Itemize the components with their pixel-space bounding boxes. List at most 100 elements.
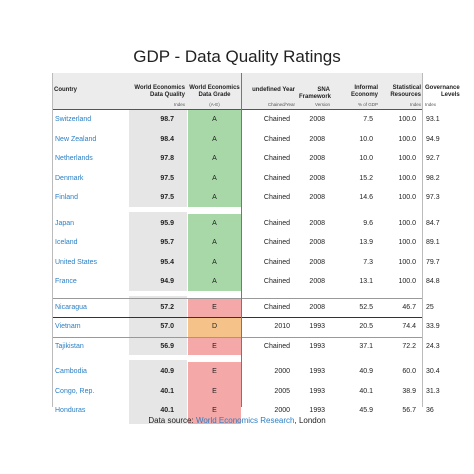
header-divider	[52, 109, 423, 110]
grade-cell-A	[188, 252, 241, 272]
column-subheader-sna: Version	[314, 102, 330, 107]
table-cell-country[interactable]: New Zealand	[55, 135, 97, 143]
table-cell-informal: 45.9	[359, 407, 373, 414]
source-link[interactable]: World Economics Research	[195, 416, 295, 425]
table-cell-quality: 40.1	[160, 387, 174, 395]
table-cell-country[interactable]: Vietnam	[55, 323, 81, 330]
column-header-year: undefined Year	[252, 87, 295, 93]
table-cell-informal: 15.2	[359, 174, 373, 182]
column-header-quality: World Economics Data Quality	[134, 85, 185, 98]
column-subheader-gov: Index	[425, 102, 437, 107]
table-cell-gov: 30.4	[426, 368, 440, 375]
table-cell-gov: 98.2	[426, 174, 440, 182]
grade-cell-A	[188, 110, 241, 130]
table-cell-year: Chained	[263, 342, 290, 350]
source-prefix: Data source:	[148, 416, 196, 425]
table-cell-quality: 95.4	[160, 258, 174, 266]
table-cell-stat: 100.0	[398, 116, 416, 123]
table-cell-quality: 57.2	[160, 303, 174, 311]
column-header-country: Country	[54, 87, 77, 93]
grade-cell-A	[188, 129, 241, 149]
table-cell-gov: 24.3	[426, 342, 440, 350]
column-divider	[422, 73, 423, 407]
table-cell-country[interactable]: Iceland	[55, 239, 78, 246]
table-cell-informal: 13.1	[359, 278, 373, 285]
table-cell-year: 2005	[274, 387, 290, 395]
table-cell-grade: E	[212, 303, 217, 311]
table-cell-quality: 57.0	[160, 323, 174, 330]
table-cell-country[interactable]: Japan	[55, 219, 75, 227]
group-gap	[52, 290, 423, 296]
table-cell-sna: 1993	[309, 323, 325, 330]
table-cell-stat: 100.0	[398, 135, 416, 143]
table-cell-country[interactable]: France	[55, 278, 77, 285]
table-cell-country[interactable]: Cambodia	[55, 368, 87, 375]
table-cell-gov: 89.1	[426, 239, 440, 246]
table-cell-gov: 93.1	[426, 116, 440, 123]
table-cell-grade: E	[212, 387, 217, 395]
column-header-informal: Informal Economy	[350, 85, 378, 98]
grade-cell-E	[188, 297, 241, 317]
table-cell-year: Chained	[263, 135, 290, 143]
table-cell-informal: 10.0	[359, 135, 373, 143]
table-cell-stat: 100.0	[398, 194, 416, 201]
table-cell-quality: 97.8	[160, 155, 174, 162]
table-cell-sna: 2008	[309, 155, 325, 162]
chart-title: GDP - Data Quality Ratings	[133, 47, 341, 66]
table-cell-quality: 95.9	[160, 219, 174, 227]
grade-cell-A	[188, 213, 241, 233]
column-divider	[52, 73, 53, 407]
row-separator	[52, 297, 423, 299]
table-cell-country[interactable]: United States	[55, 258, 98, 266]
table-cell-informal: 37.1	[359, 342, 373, 350]
grade-cell-A	[188, 272, 241, 295]
table-cell-quality: 97.5	[160, 174, 174, 182]
table-cell-informal: 20.5	[359, 323, 373, 330]
table-cell-year: Chained	[263, 155, 290, 162]
table-cell-informal: 7.3	[363, 258, 373, 266]
table-cell-informal: 9.6	[363, 219, 373, 227]
table-cell-sna: 2008	[309, 303, 325, 311]
table-cell-country[interactable]: Denmark	[55, 174, 84, 182]
table-cell-stat: 100.0	[398, 155, 416, 162]
table-cell-grade: E	[212, 342, 217, 350]
table-cell-country[interactable]: Netherlands	[55, 155, 93, 162]
table-cell-year: Chained	[263, 194, 290, 201]
table-cell-informal: 40.9	[359, 368, 373, 375]
table-cell-sna: 2008	[309, 116, 325, 123]
table-cell-year: 2000	[274, 407, 290, 414]
table-cell-country[interactable]: Nicaragua	[55, 303, 87, 311]
table-cell-year: Chained	[263, 278, 290, 285]
quality-column-background	[129, 110, 187, 424]
table-cell-country[interactable]: Congo, Rep.	[55, 387, 95, 395]
table-cell-stat: 100.0	[398, 278, 416, 285]
table-cell-stat: 100.0	[398, 258, 416, 266]
table-cell-informal: 40.1	[359, 387, 373, 395]
table-cell-gov: 94.9	[426, 135, 440, 143]
table-cell-country[interactable]: Tajikistan	[55, 342, 84, 350]
table-cell-sna: 2008	[309, 278, 325, 285]
table-cell-grade: A	[212, 239, 217, 246]
table-cell-sna: 1993	[309, 387, 325, 395]
table-cell-informal: 52.5	[359, 303, 373, 311]
table-cell-country[interactable]: Finland	[55, 194, 78, 201]
table-cell-stat: 46.7	[402, 303, 416, 311]
table-cell-sna: 2008	[309, 239, 325, 246]
table-cell-grade: A	[212, 219, 217, 227]
table-cell-gov: 84.8	[426, 278, 440, 285]
grade-cell-E	[188, 401, 241, 424]
table-cell-stat: 72.2	[402, 342, 416, 350]
table-cell-grade: E	[212, 407, 217, 414]
table-cell-country[interactable]: Honduras	[55, 407, 86, 414]
grade-cell-A	[188, 149, 241, 169]
table-cell-country[interactable]: Switzerland	[55, 116, 92, 123]
table-cell-stat: 100.0	[398, 219, 416, 227]
table-cell-gov: 31.3	[426, 387, 440, 395]
grade-cell-E	[188, 381, 241, 401]
row-separator	[52, 317, 423, 318]
table-cell-quality: 94.9	[160, 278, 174, 285]
column-header-stat: Statistical Resources	[390, 85, 421, 98]
table-cell-grade: D	[211, 323, 218, 330]
table-cell-gov: 92.7	[426, 155, 440, 162]
table-cell-year: 2010	[274, 323, 290, 330]
